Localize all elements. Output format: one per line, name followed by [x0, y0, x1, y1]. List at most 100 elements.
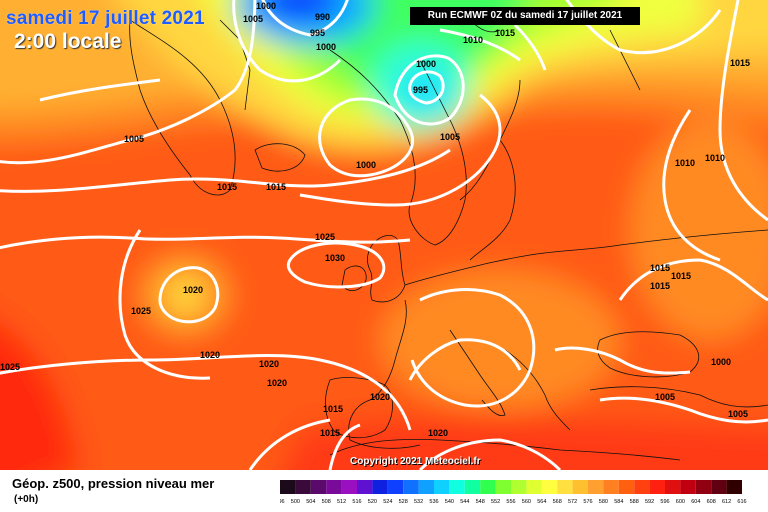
copyright-notice: Copyright 2021 Meteociel.fr	[350, 456, 481, 467]
legend-swatch	[434, 480, 450, 494]
isobar-label: 1015	[323, 404, 343, 414]
legend-tick-label: 564	[537, 499, 546, 505]
isobar-label: 1025	[315, 232, 335, 242]
isobar-label: 1025	[131, 306, 151, 316]
isobars	[0, 0, 768, 470]
legend-swatch	[511, 480, 527, 494]
isobar-label: 1015	[650, 281, 670, 291]
isobar-label: 1020	[267, 378, 287, 388]
isobar-label: 1010	[675, 158, 695, 168]
legend-tick-label: 548	[476, 499, 485, 505]
legend-swatch	[357, 480, 373, 494]
isobar-label: 1005	[124, 134, 144, 144]
isobar-label: 990	[315, 12, 330, 22]
legend-tick-label: 520	[368, 499, 377, 505]
isobar-label: 1015	[730, 58, 750, 68]
legend-swatch	[726, 480, 742, 494]
isobar-label: 1005	[440, 132, 460, 142]
isobar-label: 1015	[671, 271, 691, 281]
legend-tick-label: 572	[568, 499, 577, 505]
legend-tick-label: 596	[660, 499, 669, 505]
legend-tick-label: 552	[491, 499, 500, 505]
legend-swatch	[680, 480, 696, 494]
legend-tick-label: 580	[599, 499, 608, 505]
isobar-label: 1000	[256, 1, 276, 11]
isobar-label: 1000	[316, 42, 336, 52]
isobar-label: 1005	[655, 392, 675, 402]
isobar-label: 1020	[183, 285, 203, 295]
legend-tick-label: 524	[383, 499, 392, 505]
isobar-label: 1015	[320, 428, 340, 438]
isobar-label: 1020	[428, 428, 448, 438]
legend-tick-label: 608	[707, 499, 716, 505]
coastlines	[129, 19, 768, 461]
legend-swatch	[341, 480, 357, 494]
forecast-time-title: 2:00 locale	[14, 30, 122, 53]
model-run-info: Run ECMWF 0Z du samedi 17 juillet 2021	[410, 7, 640, 25]
legend-swatch	[310, 480, 327, 494]
isobar-label: 995	[310, 28, 325, 38]
legend-tick-label: 592	[645, 499, 654, 505]
legend-tick-label: 512	[337, 499, 346, 505]
legend-tick-label: 532	[414, 499, 423, 505]
legend-swatch	[418, 480, 434, 494]
legend-swatch	[618, 480, 635, 494]
isobar-label: 1020	[200, 350, 220, 360]
legend-swatch	[572, 480, 588, 494]
legend-tick-label: 560	[522, 499, 531, 505]
legend-swatch	[603, 480, 619, 494]
geopotential-pressure-map: 1000 1005 990 995 1000 1010 1015 1000 99…	[0, 0, 768, 470]
isobar-label: 1015	[495, 28, 515, 38]
legend-tick-label: 576	[583, 499, 592, 505]
isobar-label: 1010	[705, 153, 725, 163]
legend-tick-label: 508	[322, 499, 331, 505]
isobar-label: 1000	[711, 357, 731, 367]
legend-swatch	[665, 480, 681, 494]
isobar-label: 1015	[266, 182, 286, 192]
legend-swatch	[295, 480, 311, 494]
legend-swatch	[557, 480, 573, 494]
legend-swatch	[372, 480, 388, 494]
isobar-label: 1030	[325, 253, 345, 263]
legend-tick-label: 556	[506, 499, 515, 505]
legend-tick-label: 496	[280, 499, 285, 505]
legend-swatch	[588, 480, 604, 494]
legend-swatch	[526, 480, 542, 494]
legend-tick-label: 544	[460, 499, 469, 505]
forecast-date-title: samedi 17 juillet 2021	[6, 8, 205, 29]
isobar-label: 1000	[416, 59, 436, 69]
isobar-label: 1010	[463, 35, 483, 45]
isobar-label: 1020	[370, 392, 390, 402]
legend-swatch	[480, 480, 496, 494]
color-scale-legend: 496 500 504 508 512 516 520 524 528 532 536 540 544 5…	[280, 480, 747, 505]
legend-swatch	[403, 480, 419, 494]
legend-swatch	[280, 480, 296, 494]
legend-tick-label: 584	[614, 499, 623, 505]
legend-swatch	[464, 480, 481, 494]
isobar-label: 1000	[356, 160, 376, 170]
isobar-label: 1005	[243, 14, 263, 24]
isobar-label: 1015	[650, 263, 670, 273]
legend-tick-label: 500	[291, 499, 300, 505]
isobar-label: 995	[413, 85, 428, 95]
legend-swatch	[326, 480, 342, 494]
isobar-labels: 1000 1005 990 995 1000 1010 1015 1000 99…	[0, 1, 750, 438]
legend-tick-label: 616	[737, 499, 746, 505]
legend-swatch	[695, 480, 712, 494]
legend-tick-label: 540	[445, 499, 454, 505]
map-canvas: 1000 1005 990 995 1000 1010 1015 1000 99…	[0, 0, 768, 470]
legend-tick-label: 568	[553, 499, 562, 505]
legend-tick-label: 528	[399, 499, 408, 505]
legend-swatch	[541, 480, 558, 494]
legend-swatch	[495, 480, 511, 494]
legend-swatch	[711, 480, 727, 494]
legend-swatch	[634, 480, 650, 494]
legend-swatch	[387, 480, 404, 494]
z500-color-field	[0, 0, 768, 470]
legend-tick-label: 504	[306, 499, 315, 505]
isobar-label: 1025	[0, 362, 20, 372]
isobar-label: 1015	[217, 182, 237, 192]
map-parameter-title: Géop. z500, pression niveau mer	[12, 476, 215, 491]
legend-tick-label: 600	[676, 499, 685, 505]
